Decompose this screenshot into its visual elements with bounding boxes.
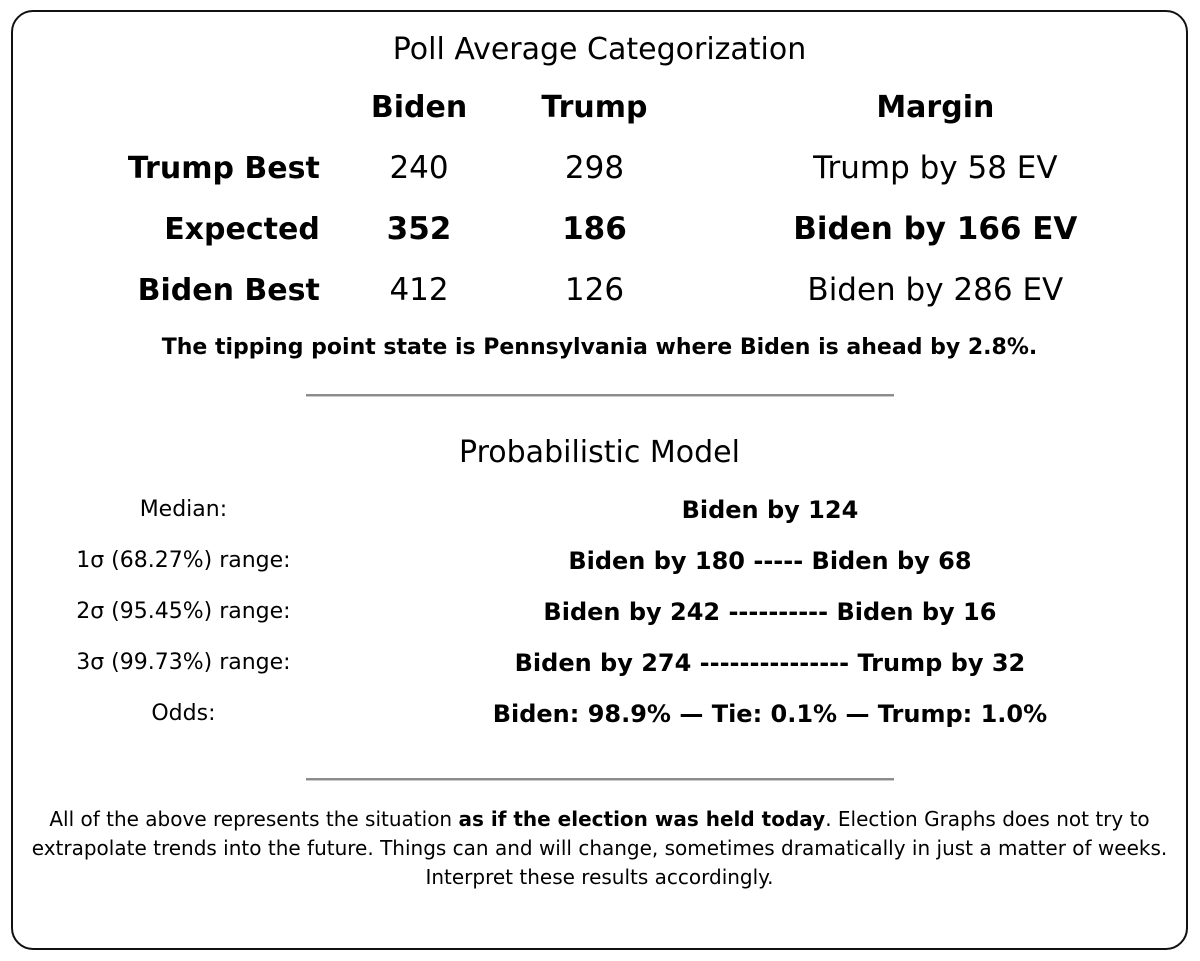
section-divider-bottom	[305, 778, 894, 781]
model-value-sigma2: Biden by 242 ---------- Biden by 16	[543, 597, 997, 626]
model-label-median: Median:	[139, 496, 228, 522]
cell-trump-trump-best: 298	[564, 150, 625, 186]
list-item: Median: Biden by 124	[13, 484, 1186, 535]
cell-trump-expected: 186	[562, 211, 627, 247]
list-item: Odds: Biden: 98.9% — Tie: 0.1% — Trump: …	[13, 688, 1186, 739]
electoral-vote-table: Biden Trump Margin Trump Best 240 298 Tr…	[13, 77, 1186, 321]
model-value-sigma3: Biden by 274 --------------- Trump by 32	[514, 648, 1026, 677]
footnote-text: All of the above represents the situatio…	[27, 805, 1173, 892]
column-header-biden: Biden	[370, 89, 468, 125]
cell-trump-biden-best: 126	[564, 272, 625, 308]
list-item: 3σ (99.73%) range: Biden by 274 --------…	[13, 637, 1186, 688]
footnote-part-1: All of the above represents the situatio…	[49, 807, 459, 831]
tipping-point-note: The tipping point state is Pennsylvania …	[161, 335, 1038, 360]
model-label-sigma2: 2σ (95.45%) range:	[76, 598, 291, 624]
model-value-median: Biden by 124	[681, 495, 859, 524]
table-row: Biden Best 412 126 Biden by 286 EV	[13, 260, 1186, 321]
results-card: Poll Average Categorization Biden Trump …	[11, 10, 1188, 950]
column-header-trump: Trump	[541, 89, 648, 125]
footnote-part-2: . Election Graphs does not try to extrap…	[31, 807, 1168, 889]
table-row: Trump Best 240 298 Trump by 58 EV	[13, 138, 1186, 199]
table-row: Expected 352 186 Biden by 166 EV	[13, 199, 1186, 260]
row-label-trump-best: Trump Best	[127, 150, 320, 186]
model-label-sigma3: 3σ (99.73%) range:	[76, 649, 291, 675]
row-label-expected: Expected	[164, 211, 320, 247]
probabilistic-model-table: Median: Biden by 124 1σ (68.27%) range: …	[13, 484, 1186, 739]
cell-biden-expected: 352	[386, 211, 452, 247]
model-section-title: Probabilistic Model	[459, 435, 740, 470]
section-divider-top	[305, 394, 894, 397]
model-label-sigma1: 1σ (68.27%) range:	[76, 547, 291, 573]
column-header-blank	[13, 77, 334, 138]
cell-biden-biden-best: 412	[389, 272, 449, 308]
column-header-margin: Margin	[876, 89, 995, 125]
list-item: 1σ (68.27%) range: Biden by 180 ----- Bi…	[13, 535, 1186, 586]
cell-margin-biden-best: Biden by 286 EV	[807, 272, 1064, 308]
model-label-odds: Odds:	[151, 700, 216, 726]
cell-margin-trump-best: Trump by 58 EV	[813, 150, 1058, 186]
list-item: 2σ (95.45%) range: Biden by 242 --------…	[13, 586, 1186, 637]
footnote-emphasis: as if the election was held today	[458, 807, 826, 831]
cell-margin-expected: Biden by 166 EV	[793, 211, 1078, 247]
cell-biden-trump-best: 240	[389, 150, 449, 186]
model-value-odds: Biden: 98.9% — Tie: 0.1% — Trump: 1.0%	[492, 699, 1048, 728]
row-label-biden-best: Biden Best	[137, 272, 320, 308]
model-value-sigma1: Biden by 180 ----- Biden by 68	[568, 546, 972, 575]
poll-section-title: Poll Average Categorization	[392, 32, 807, 67]
table-header-row: Biden Trump Margin	[13, 77, 1186, 138]
